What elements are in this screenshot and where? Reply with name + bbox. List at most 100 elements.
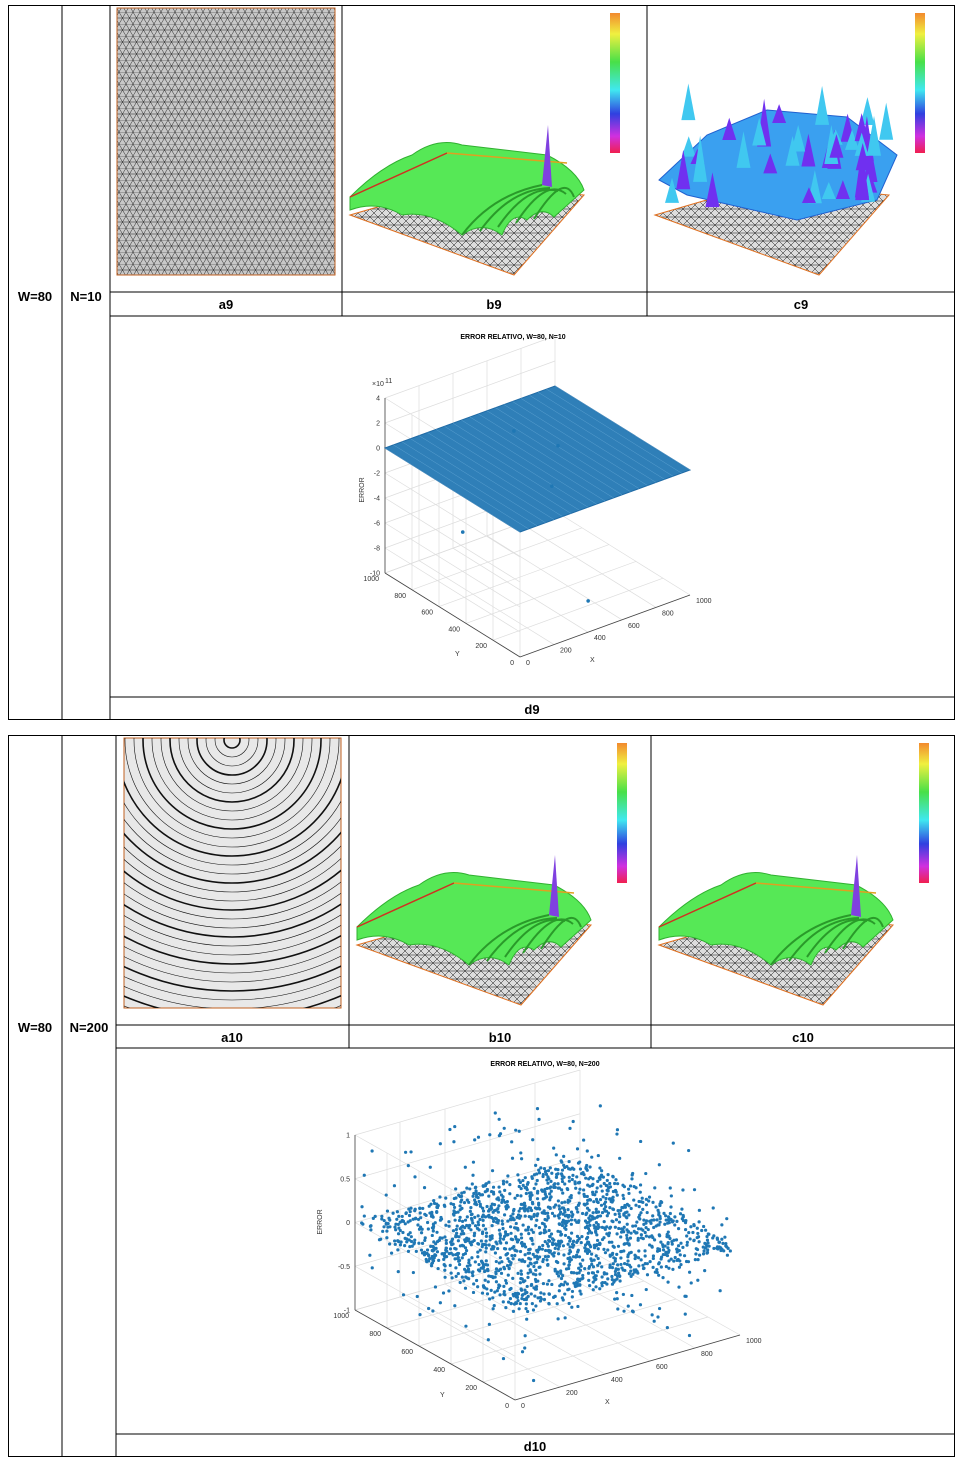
x-tick-label: 0 — [526, 660, 530, 667]
scatter-point — [527, 1272, 530, 1275]
scatter-point — [390, 1252, 393, 1255]
scatter-point — [597, 1257, 600, 1260]
scatter-point — [471, 1271, 474, 1274]
scatter-point — [459, 1200, 462, 1203]
scatter-point — [539, 1291, 542, 1294]
scatter-point — [652, 1226, 655, 1229]
plot-3d: 020040060080010000200400600800100010.50-… — [317, 1061, 762, 1410]
scatter-point — [721, 1242, 724, 1245]
y-tick-label: 600 — [421, 610, 433, 617]
scatter-point — [511, 1257, 514, 1260]
scatter-point — [693, 1224, 696, 1227]
scatter-point — [467, 1277, 470, 1280]
y-tick-label: 0 — [505, 1403, 509, 1410]
scatter-point — [415, 1250, 418, 1253]
scatter-point — [560, 1172, 563, 1175]
scatter-point — [664, 1244, 667, 1247]
mesh-image — [117, 8, 335, 275]
scatter-point — [360, 1205, 363, 1208]
scatter-point — [547, 1206, 550, 1209]
scatter-point — [587, 1216, 590, 1219]
scatter-point — [396, 1239, 399, 1242]
scatter-point — [535, 1249, 538, 1252]
scatter-point — [558, 1186, 561, 1189]
scatter-point — [467, 1201, 470, 1204]
scatter-point — [639, 1211, 642, 1214]
x-axis-label: X — [605, 1399, 610, 1406]
axis-line — [515, 1335, 740, 1400]
scatter-point — [561, 1206, 564, 1209]
scatter-point — [381, 1230, 384, 1233]
scatter-point — [616, 1297, 619, 1300]
scatter-point — [727, 1247, 730, 1250]
scatter-point — [494, 1272, 497, 1275]
scatter-point — [595, 1221, 598, 1224]
scatter-point — [371, 1266, 374, 1269]
scatter-point — [576, 1305, 579, 1308]
scatter-point — [600, 1204, 603, 1207]
scatter-point — [621, 1194, 624, 1197]
z-tick-label: -6 — [374, 521, 380, 528]
scatter-point — [617, 1272, 620, 1275]
scatter-point — [536, 1179, 539, 1182]
scatter-point — [537, 1118, 540, 1121]
scatter-point — [508, 1266, 511, 1269]
scatter-point — [576, 1210, 579, 1213]
x-tick-label: 600 — [628, 623, 640, 630]
scatter-point — [580, 1241, 583, 1244]
scatter-point — [555, 1153, 558, 1156]
scatter-point — [664, 1214, 667, 1217]
scatter-point — [512, 1245, 515, 1248]
scatter-point — [595, 1208, 598, 1211]
scatter-point — [432, 1199, 435, 1202]
scatter-point — [634, 1224, 637, 1227]
scatter-point — [603, 1220, 606, 1223]
grid-line — [355, 1135, 515, 1225]
scatter-point — [641, 1208, 644, 1211]
scatter-point — [639, 1191, 642, 1194]
scatter-point — [519, 1151, 522, 1154]
scatter-point — [488, 1133, 491, 1136]
scatter-point — [385, 1229, 388, 1232]
scatter-point — [611, 1253, 614, 1256]
scatter-point — [526, 1310, 529, 1313]
scatter-point — [478, 1218, 481, 1221]
scatter-point — [600, 1275, 603, 1278]
scatter-point — [547, 1249, 550, 1252]
scatter-point — [516, 1272, 519, 1275]
x-tick-label: 800 — [662, 610, 674, 617]
scatter-point — [645, 1235, 648, 1238]
scatter-point — [620, 1227, 623, 1230]
scatter-point — [541, 1248, 544, 1251]
scatter-point — [645, 1288, 648, 1291]
scatter-point — [471, 1219, 474, 1222]
scatter-point — [394, 1223, 397, 1226]
scatter-point — [520, 1203, 523, 1206]
scatter-point — [443, 1235, 446, 1238]
scatter-point — [702, 1252, 705, 1255]
scatter-point — [597, 1247, 600, 1250]
grid-line — [445, 1284, 605, 1374]
scatter-point — [568, 1249, 571, 1252]
scatter-point — [611, 1278, 614, 1281]
scatter-point — [696, 1232, 699, 1235]
scatter-point — [542, 1258, 545, 1261]
scatter-point — [586, 1149, 589, 1152]
scatter-point — [703, 1269, 706, 1272]
surface-image — [350, 13, 620, 275]
scatter-point — [454, 1266, 457, 1269]
z-tick-label: 1 — [346, 1133, 350, 1140]
scatter-point — [520, 1233, 523, 1236]
scatter-point — [502, 1182, 505, 1185]
scatter-point — [601, 1211, 604, 1214]
y-tick-label: 800 — [369, 1331, 381, 1338]
scatter-point — [515, 1302, 518, 1305]
grid-line — [453, 548, 588, 632]
scatter-point — [712, 1247, 715, 1250]
z-tick-label: -4 — [374, 496, 380, 503]
scatter-point — [536, 1212, 539, 1215]
scatter-point — [689, 1237, 692, 1240]
scatter-point — [613, 1182, 616, 1185]
scatter-point — [572, 1120, 575, 1123]
scatter-point — [533, 1213, 536, 1216]
